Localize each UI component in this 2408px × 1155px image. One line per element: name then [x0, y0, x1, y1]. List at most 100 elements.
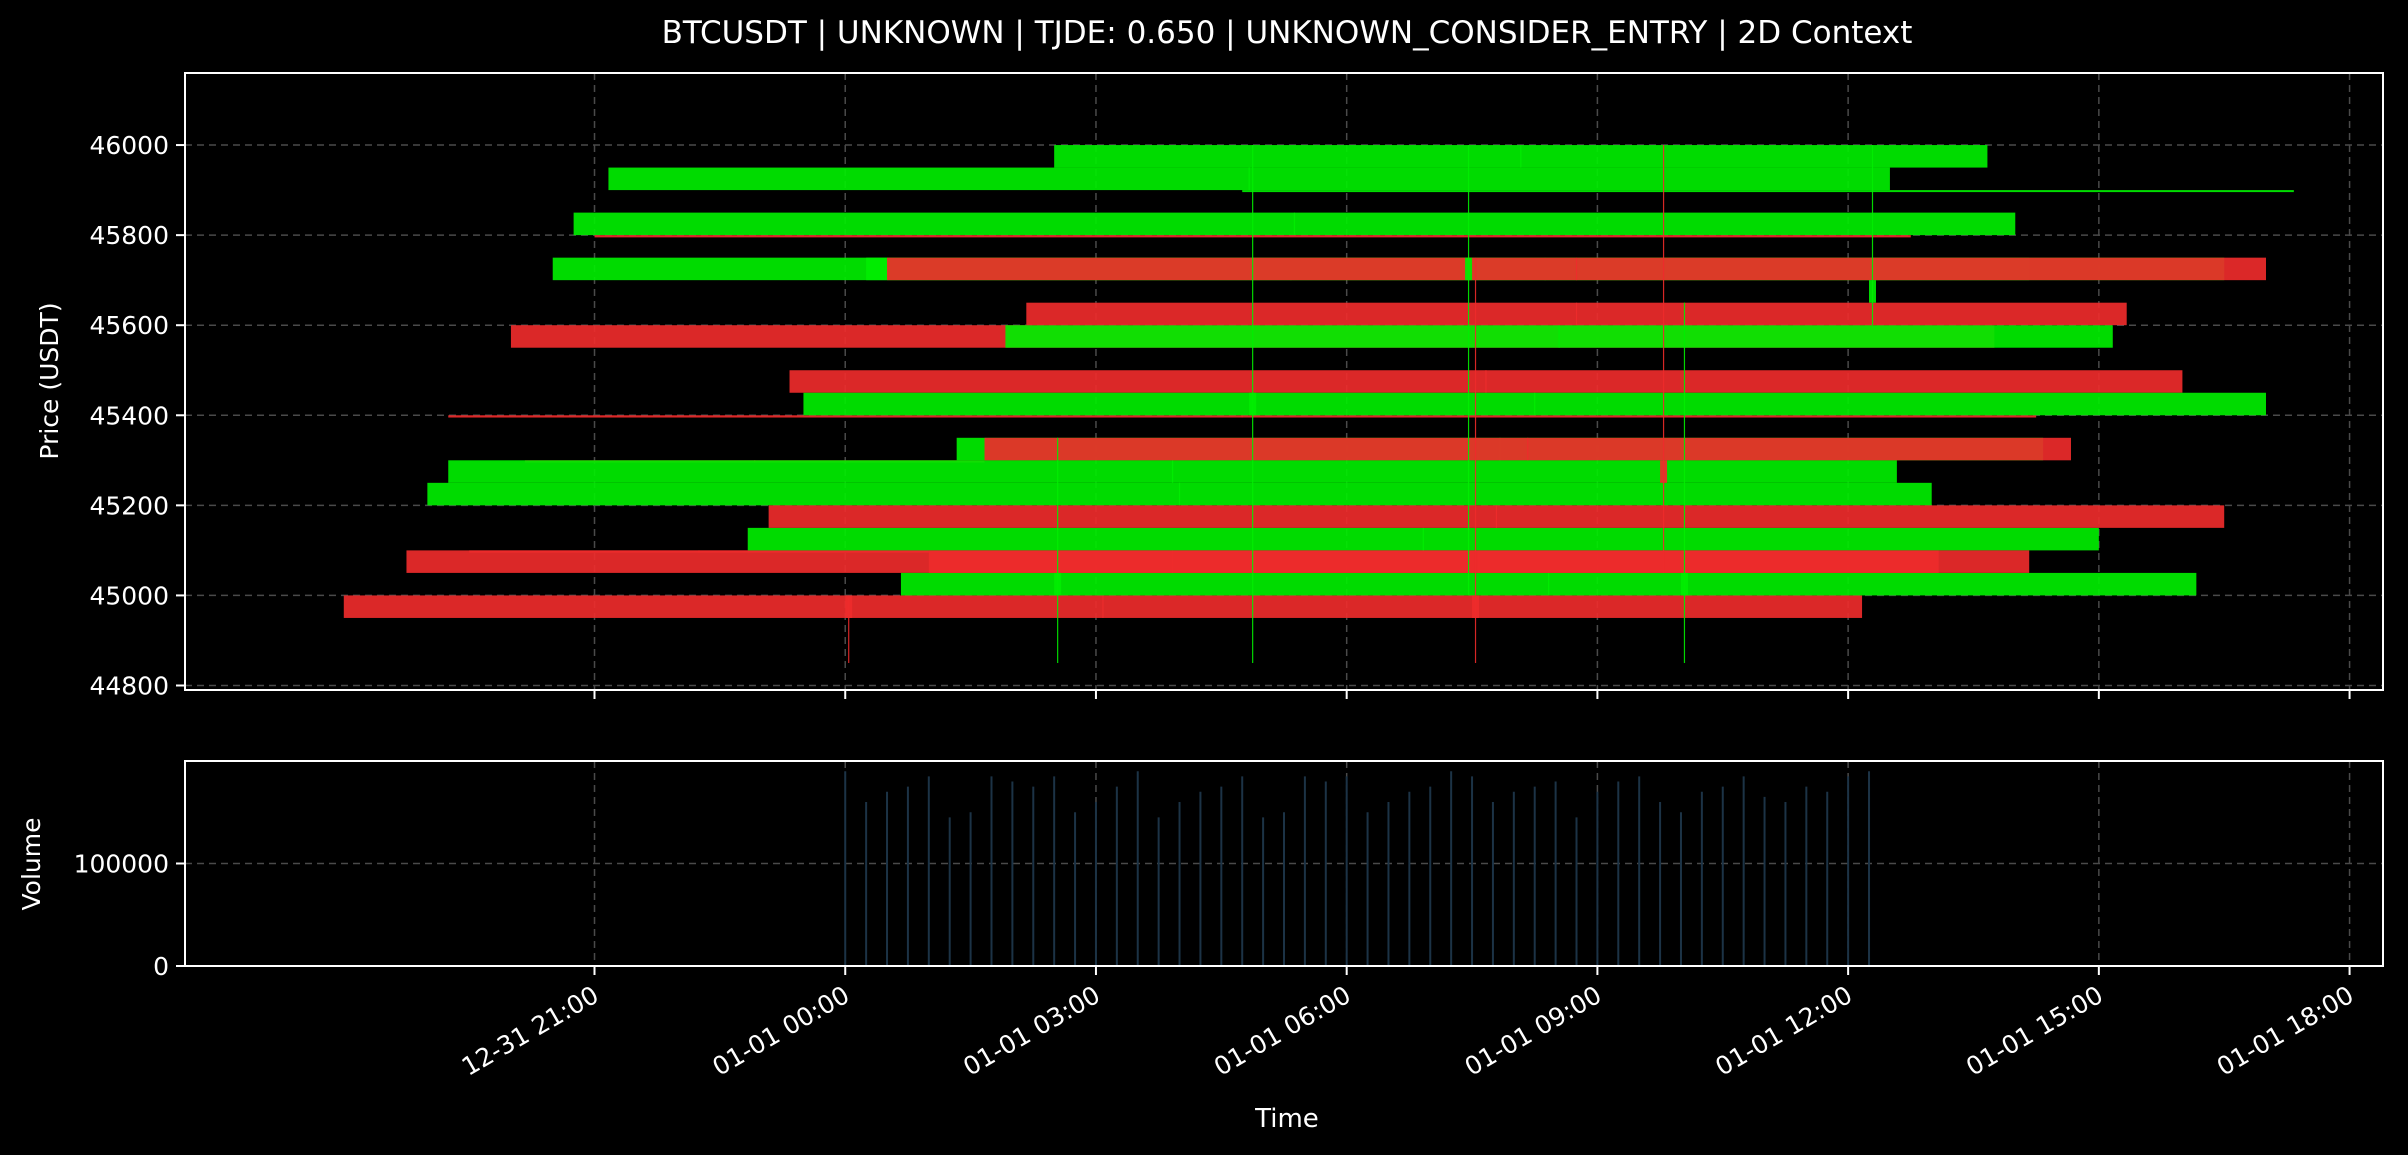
candle-body	[1249, 392, 1257, 416]
volume-bar	[1868, 771, 1871, 966]
volume-bar	[927, 776, 930, 966]
volume-y-axis-label: Volume	[17, 818, 46, 911]
volume-bar	[1826, 791, 1829, 966]
volume-bar	[1659, 802, 1662, 966]
volume-bar	[1763, 796, 1766, 966]
volume-bar	[1847, 776, 1850, 966]
volume-bar	[1011, 781, 1014, 966]
volume-bar	[1345, 776, 1348, 966]
volume-bar	[1491, 802, 1494, 966]
volume-bar	[1387, 802, 1390, 966]
candle-body	[803, 392, 2266, 416]
candle-body	[1054, 572, 1062, 596]
volume-bar	[1679, 812, 1682, 966]
candle-body	[900, 572, 2197, 596]
volume-bar	[886, 791, 889, 966]
volume-bar	[948, 817, 951, 966]
volume-bar	[1700, 791, 1703, 966]
candle-body	[1242, 190, 2294, 193]
volume-bar	[1157, 817, 1160, 966]
volume-bar	[1283, 812, 1285, 966]
candle-body	[845, 595, 853, 618]
volume-bar	[1742, 776, 1745, 966]
volume-bar	[1450, 771, 1453, 966]
volume-bar	[1575, 817, 1578, 966]
volume-ytick-label: 0	[153, 952, 169, 981]
volume-bar	[844, 771, 847, 966]
volume-bar	[906, 786, 909, 966]
volume-xtick-label: 01-01 15:00	[1961, 980, 2108, 1081]
price-panel: 44800 45000 45200 45400 45600 45800 46000 Pric…	[35, 72, 2384, 700]
volume-bar	[1784, 802, 1787, 966]
price-ytick-label: 45000	[89, 581, 169, 610]
volume-bar	[1805, 786, 1808, 966]
candle-body	[1465, 257, 1473, 281]
volume-bar	[1596, 791, 1599, 966]
volume-bar	[1429, 786, 1432, 966]
volume-bar	[1074, 812, 1077, 966]
volume-bar	[1136, 771, 1139, 966]
volume-xtick-label: 01-01 00:00	[708, 980, 855, 1081]
candle-body	[1680, 572, 1688, 596]
volume-bar	[990, 776, 993, 966]
volume-xtick-label: 12-31 21:00	[457, 980, 604, 1081]
candle-body	[747, 527, 2099, 551]
volume-bar	[1471, 776, 1474, 966]
volume-xtick-label: 01-01 12:00	[1710, 980, 1857, 1081]
candle-body	[1660, 460, 1668, 483]
volume-bar	[1366, 812, 1369, 966]
volume-xtick-label: 01-01 03:00	[958, 980, 1105, 1081]
candle-body	[984, 437, 2071, 461]
volume-ytick-label: 100000	[74, 850, 169, 879]
candle-body	[343, 595, 1863, 618]
candle-body	[573, 212, 2016, 236]
price-ytick-label: 46000	[89, 131, 169, 160]
price-ytick-label: 44800	[89, 671, 169, 700]
volume-bar	[1512, 791, 1515, 966]
volume-xtick-label: 01-01 18:00	[2212, 980, 2359, 1081]
volume-bar	[1053, 776, 1056, 966]
volume-xtick-label: 01-01 09:00	[1460, 980, 1607, 1081]
candle-body	[768, 505, 2225, 528]
volume-bar	[1533, 786, 1536, 966]
volume-panel: 0 100000 12-31 21:00 01-01 00:00 01-01 03:0…	[17, 760, 2384, 1134]
volume-bar	[1094, 802, 1097, 966]
candle-body	[608, 167, 1890, 191]
volume-bar	[1262, 817, 1265, 966]
candle-body	[448, 415, 2037, 418]
volume-bar	[1178, 802, 1181, 966]
volume-bar	[1617, 781, 1620, 966]
price-ytick-label: 45400	[89, 401, 169, 430]
price-y-axis-label: Price (USDT)	[35, 302, 64, 459]
candle-body	[1026, 302, 2127, 326]
price-axes-frame	[184, 72, 2384, 691]
volume-bar	[1115, 786, 1118, 966]
volume-bar	[1638, 776, 1641, 966]
chart-title: BTCUSDT | UNKNOWN | TJDE: 0.650 | UNKNOW…	[662, 15, 1913, 51]
x-axis-label: Time	[1254, 1104, 1319, 1134]
volume-bar	[1408, 791, 1411, 966]
volume-bar	[1324, 781, 1327, 966]
candle-body	[1869, 280, 1876, 303]
volume-bar	[1199, 791, 1202, 966]
price-ytick-label: 45800	[89, 221, 169, 250]
volume-bar	[1554, 781, 1557, 966]
volume-bar	[1303, 776, 1306, 966]
price-ytick-label: 45600	[89, 311, 169, 340]
volume-bar	[1220, 786, 1223, 966]
price-ytick-label: 45200	[89, 491, 169, 520]
candle-body	[928, 550, 2030, 573]
volume-bar	[865, 802, 868, 966]
candle-body	[887, 257, 2266, 281]
volume-bar	[969, 812, 972, 966]
candle-body	[789, 370, 2183, 393]
candle-body	[1472, 595, 1480, 618]
volume-xtick-label: 01-01 06:00	[1209, 980, 1356, 1081]
volume-bar	[1032, 786, 1035, 966]
candle-body	[1005, 325, 2113, 348]
candle-body	[448, 460, 1897, 483]
volume-bar	[1721, 786, 1724, 966]
candle-body	[427, 482, 1932, 506]
candle-body	[1054, 145, 1988, 168]
